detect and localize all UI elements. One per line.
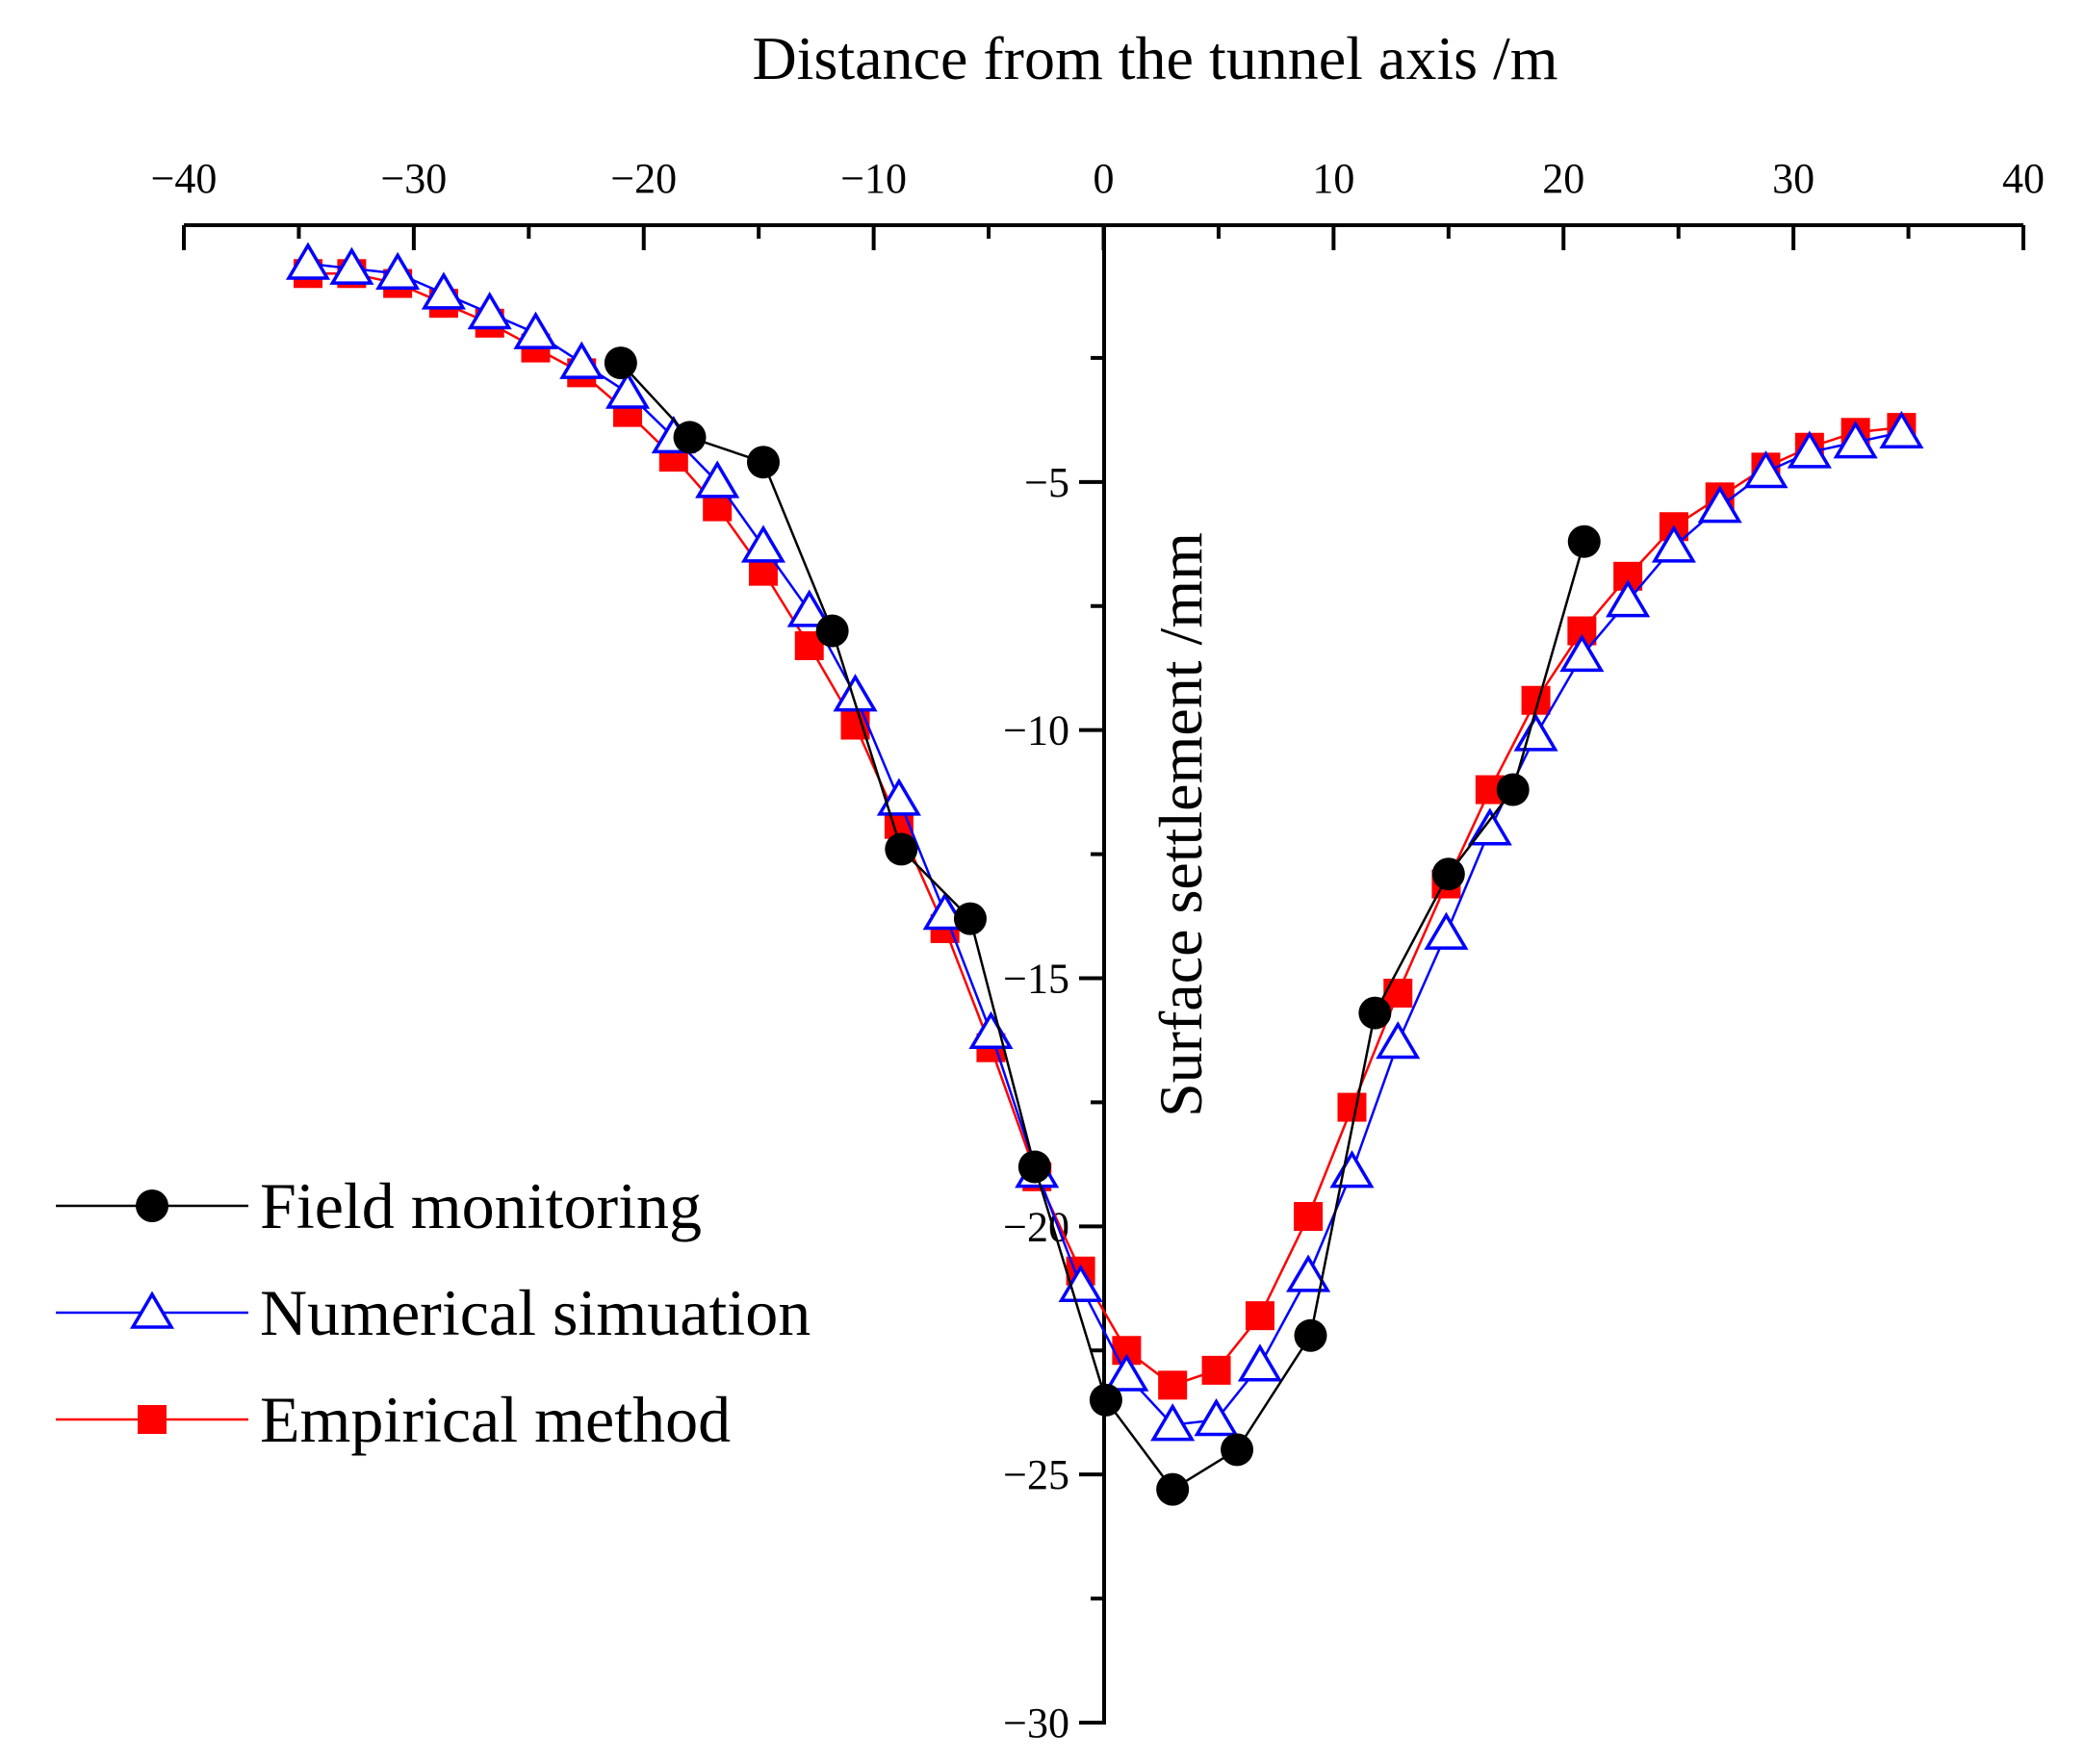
data-point — [1294, 1202, 1324, 1232]
data-point — [329, 246, 374, 285]
data-point — [833, 674, 878, 712]
legend-item: Empirical method — [56, 1383, 731, 1456]
data-point — [421, 271, 466, 310]
data-point — [375, 251, 421, 291]
data-point — [1156, 1472, 1190, 1506]
data-point — [1194, 1397, 1239, 1437]
data-point — [1337, 1092, 1367, 1122]
data-point — [786, 589, 832, 627]
legend-marker — [136, 1189, 168, 1222]
data-point — [673, 421, 707, 454]
legend-marker — [129, 1291, 175, 1329]
legend-label: Numerical simuation — [260, 1276, 811, 1349]
y-tick-label: −30 — [1003, 1700, 1069, 1747]
legend-marker — [138, 1405, 167, 1434]
x-axis-title: Distance from the tunnel axis /m — [752, 24, 1557, 92]
series-circle — [604, 346, 1601, 1506]
data-point — [815, 614, 849, 648]
data-point — [605, 371, 651, 409]
data-point — [1245, 1301, 1274, 1331]
y-axis-title: Surface settlement /mm — [1146, 532, 1215, 1117]
legend-label: Empirical method — [260, 1383, 731, 1456]
axes: −40 −30 −20 −10 0 10 20 30 40−5−10−15−20−25−30 — [151, 155, 2045, 1747]
data-point — [1697, 485, 1742, 524]
legend-item: Field monitoring — [56, 1169, 702, 1242]
data-point — [740, 524, 786, 563]
x-tick-label: −30 — [380, 155, 447, 202]
data-point — [513, 311, 558, 349]
data-point — [1567, 524, 1601, 558]
data-point — [1833, 421, 1878, 459]
data-point — [746, 446, 780, 479]
x-tick-label: 0 — [1094, 155, 1115, 202]
data-point — [285, 242, 331, 280]
x-tick-label: 40 — [2002, 155, 2045, 202]
legend: Field monitoring Numerical simuation Empir… — [56, 1169, 811, 1456]
data-point — [1104, 1353, 1149, 1392]
data-point — [695, 460, 740, 499]
data-point — [1286, 1254, 1331, 1292]
data-point — [953, 902, 987, 935]
data-point — [1201, 1355, 1231, 1385]
data-point — [1358, 996, 1392, 1030]
data-point — [1150, 1403, 1196, 1442]
data-point — [1431, 857, 1465, 891]
data-point — [604, 346, 637, 380]
y-tick-label: −10 — [1003, 707, 1069, 754]
x-tick-label: 10 — [1312, 155, 1354, 202]
data-point — [1879, 410, 1924, 449]
data-point — [1467, 807, 1512, 846]
data-point — [1787, 430, 1832, 469]
data-point — [1559, 633, 1605, 673]
data-point — [1651, 524, 1696, 563]
legend-label: Field monitoring — [260, 1169, 702, 1242]
data-point — [1376, 1021, 1421, 1060]
x-tick-label: −10 — [840, 155, 907, 202]
data-point — [1606, 579, 1651, 618]
data-point — [1017, 1150, 1051, 1184]
data-point — [467, 292, 512, 330]
x-tick-label: 30 — [1772, 155, 1815, 202]
data-point — [1743, 450, 1789, 489]
y-tick-label: −5 — [1024, 459, 1069, 506]
data-point — [885, 832, 918, 866]
data-point — [1221, 1433, 1254, 1467]
data-point — [1237, 1343, 1282, 1382]
x-tick-label: −20 — [610, 155, 677, 202]
series-layer — [285, 242, 1924, 1506]
data-point — [559, 341, 605, 379]
data-point — [1158, 1370, 1188, 1400]
x-tick-label: −40 — [151, 155, 218, 202]
y-tick-label: −25 — [1003, 1451, 1069, 1498]
data-point — [1424, 911, 1469, 950]
x-tick-label: 20 — [1542, 155, 1584, 202]
data-point — [1294, 1318, 1327, 1352]
series-triangle — [285, 242, 1924, 1442]
data-point — [876, 778, 921, 816]
data-point — [1496, 773, 1530, 806]
y-tick-label: −15 — [1003, 956, 1069, 1003]
data-point — [1089, 1383, 1122, 1417]
data-point — [1383, 978, 1413, 1008]
legend-item: Numerical simuation — [56, 1276, 811, 1349]
